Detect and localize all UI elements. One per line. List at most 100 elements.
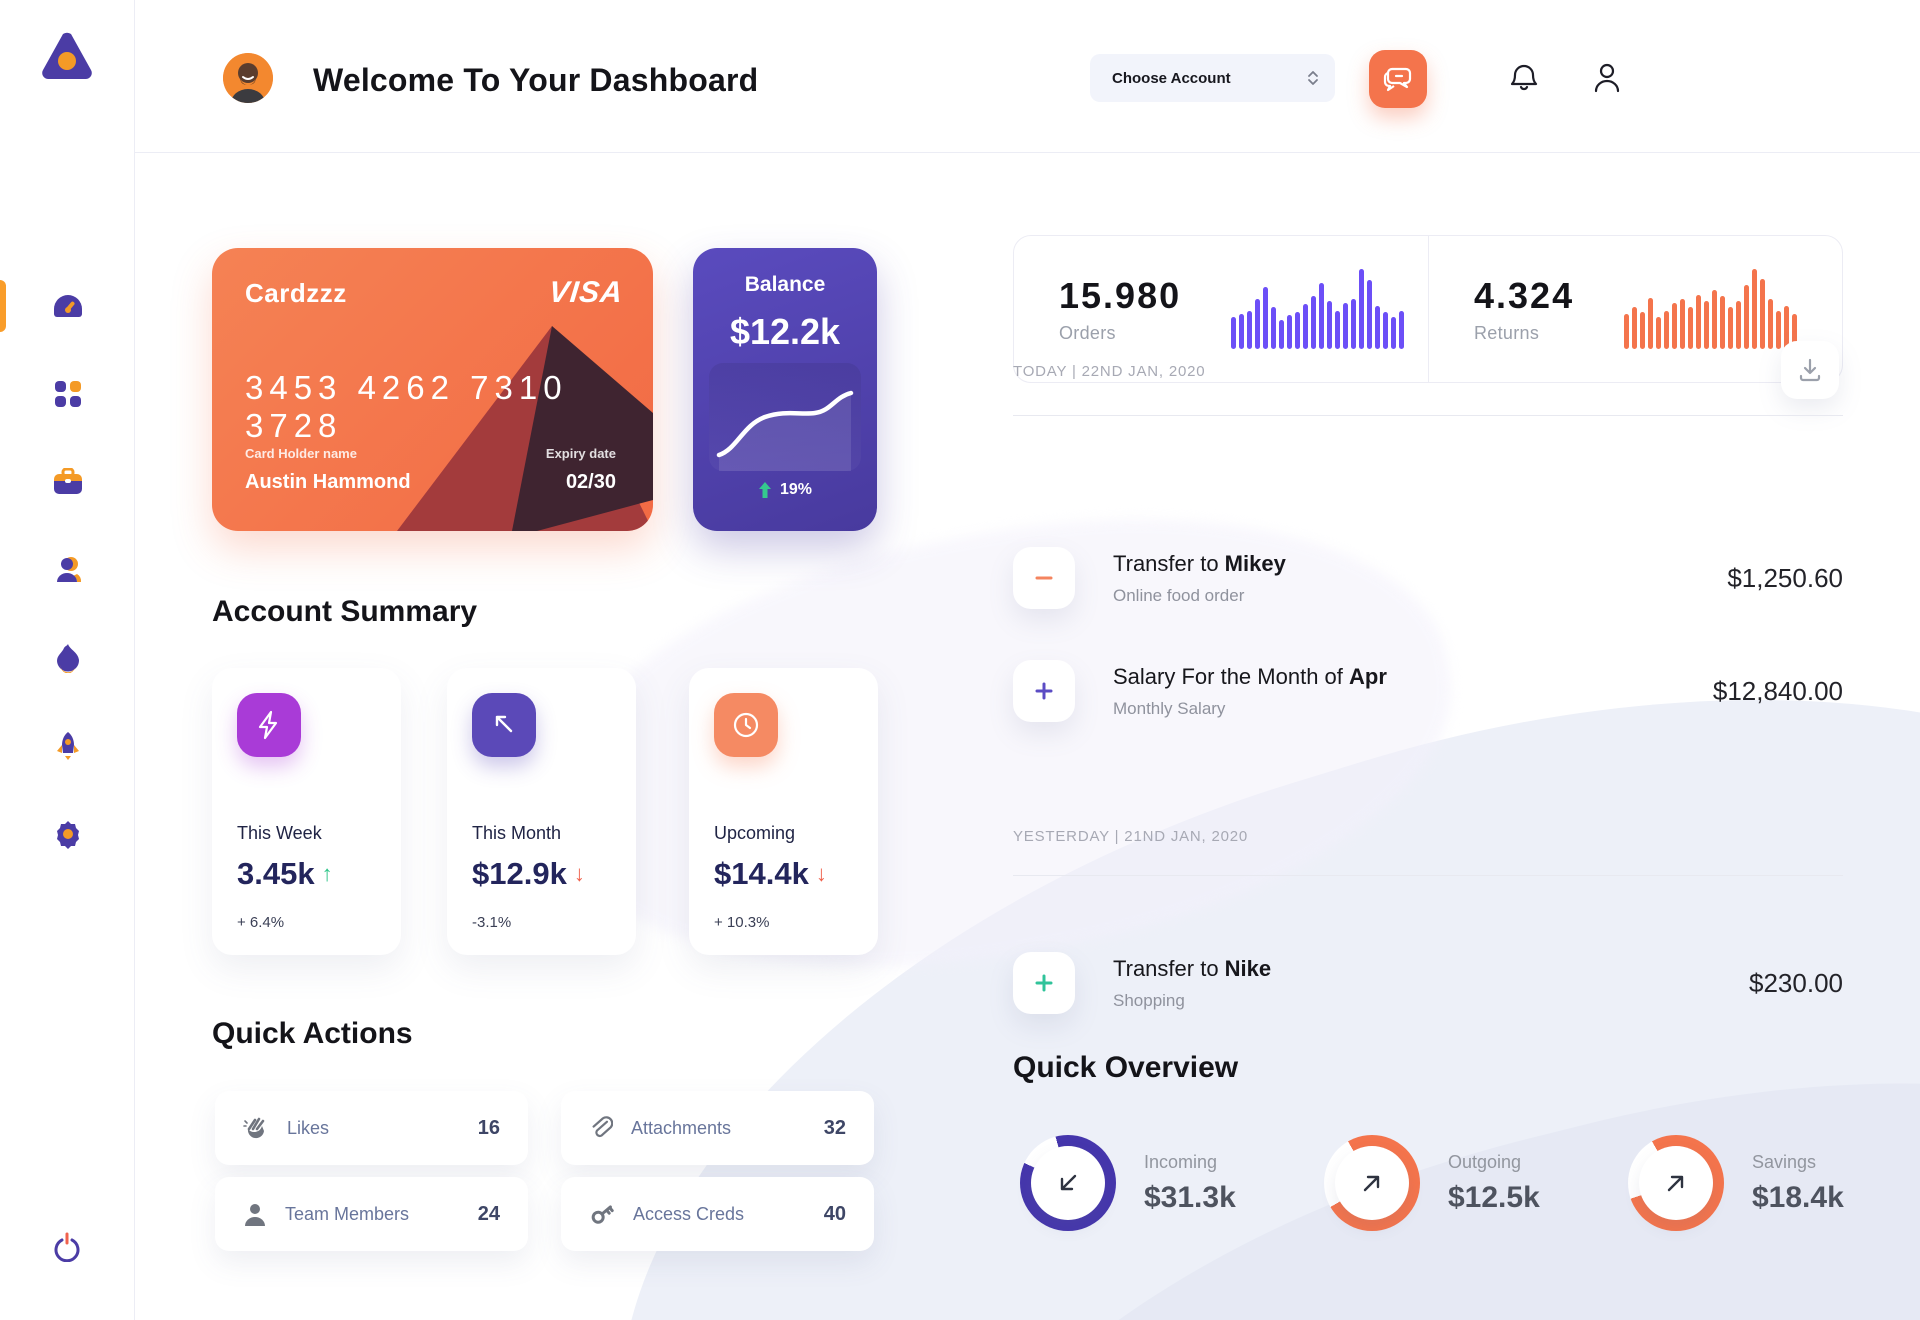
summary-value: $14.4k ↓ (714, 856, 827, 891)
transaction-subtitle: Monthly Salary (1113, 698, 1226, 718)
orders-label: Orders (1059, 322, 1116, 343)
summary-delta: + 6.4% (237, 914, 285, 931)
account-select[interactable]: Choose Account (1090, 54, 1335, 102)
transaction-row[interactable]: Salary For the Month of Apr Monthly Sala… (1013, 658, 1843, 724)
card-number: 3453 4262 7310 3728 (245, 369, 568, 444)
sidebar-item-contacts[interactable] (0, 554, 135, 586)
summary-delta: + 10.3% (714, 914, 770, 931)
quick-action-access-creds[interactable]: Access Creds 40 (561, 1177, 874, 1251)
today-header: TODAY | 22ND JAN, 2020 (1013, 363, 1206, 380)
sidebar-item-portfolio[interactable] (0, 466, 135, 498)
quick-action-label: Access Creds (633, 1203, 745, 1224)
overview-value: $12.5k (1448, 1180, 1540, 1214)
logout-button[interactable] (53, 1232, 81, 1262)
transaction-amount: $12,840.00 (1712, 675, 1843, 706)
arrow-down-left-icon (1060, 1174, 1077, 1191)
gear-icon (56, 821, 79, 849)
notifications-button[interactable] (1506, 60, 1542, 96)
chevron-up-down-icon (1308, 71, 1318, 85)
quick-actions-title: Quick Actions (212, 1017, 413, 1050)
speedometer-icon (53, 295, 82, 317)
orders-sparkline (1231, 269, 1405, 349)
quick-action-count: 40 (823, 1202, 846, 1225)
sidebar-item-apps[interactable] (0, 378, 135, 410)
quick-action-count: 16 (477, 1116, 500, 1139)
card-expiry-label: Expiry date (545, 446, 616, 461)
transaction-row[interactable]: Transfer to Mikey Online food order $1,2… (1013, 545, 1843, 611)
transaction-subtitle: Shopping (1113, 990, 1185, 1010)
briefcase-icon (53, 468, 82, 494)
app-logo[interactable] (38, 30, 96, 82)
plus-icon (1013, 660, 1075, 722)
flame-icon (56, 644, 79, 673)
user-avatar[interactable] (223, 53, 273, 103)
summary-card-this-month[interactable]: This Month $12.9k ↓ -3.1% (447, 668, 636, 955)
quick-action-label: Attachments (631, 1117, 732, 1138)
transaction-title: Transfer to Nike (1113, 955, 1272, 981)
up-arrow-icon: ↑ (321, 861, 333, 886)
balance-change-value: 19% (779, 481, 813, 498)
quick-action-count: 24 (477, 1202, 500, 1225)
quick-action-likes[interactable]: Likes 16 (215, 1091, 528, 1165)
sidebar-item-trending[interactable] (0, 642, 135, 674)
card-holder-name: Austin Hammond (245, 471, 411, 493)
card-expiry: 02/30 (565, 471, 616, 493)
sidebar (0, 0, 135, 1320)
header: Welcome To Your Dashboard Choose Account (135, 0, 1920, 153)
summary-label: This Week (237, 823, 322, 843)
balance-title: Balance (744, 273, 826, 296)
avatar-photo (223, 53, 273, 103)
balance-card[interactable]: Balance $12.2k 19% (693, 248, 877, 531)
quick-action-count: 32 (823, 1116, 846, 1139)
member-icon (245, 1204, 265, 1226)
stats-card: 15.980 Orders 4.324 Returns (1013, 235, 1843, 383)
transaction-title: Salary For the Month of Apr (1113, 663, 1387, 689)
returns-stat: 4.324 Returns (1428, 236, 1842, 382)
paperclip-icon (592, 1116, 613, 1138)
arrow-up-right-icon (1667, 1175, 1684, 1192)
key-icon (591, 1205, 614, 1224)
summary-card-this-week[interactable]: This Week 3.45k ↑ + 6.4% (212, 668, 401, 955)
quick-action-team-members[interactable]: Team Members 24 (215, 1177, 528, 1251)
sidebar-item-settings[interactable] (0, 818, 135, 850)
sidebar-item-launch[interactable] (0, 730, 135, 762)
transaction-row[interactable]: Transfer to Nike Shopping $230.00 (1013, 950, 1843, 1016)
balance-trend-chart (709, 363, 861, 471)
orders-stat: 15.980 Orders (1014, 236, 1428, 382)
overview-outgoing: Outgoing $12.5k (1324, 1135, 1540, 1231)
trend-arrow-icon (472, 693, 536, 757)
transaction-subtitle: Online food order (1113, 585, 1245, 605)
outgoing-donut (1324, 1135, 1420, 1231)
overview-label: Outgoing (1448, 1151, 1522, 1172)
quick-action-label: Team Members (285, 1203, 410, 1224)
up-arrow-icon (758, 482, 771, 498)
quick-action-attachments[interactable]: Attachments 32 (561, 1091, 874, 1165)
transaction-title: Transfer to Mikey (1113, 550, 1286, 576)
card-pyramid-decoration (397, 326, 653, 531)
clock-icon (714, 693, 778, 757)
summary-card-upcoming[interactable]: Upcoming $14.4k ↓ + 10.3% (689, 668, 878, 955)
messages-button[interactable] (1369, 50, 1427, 108)
power-icon (54, 1232, 80, 1262)
card-holder-label: Card Holder name (245, 446, 357, 461)
grid-icon (54, 381, 81, 407)
overview-savings: Savings $18.4k (1628, 1135, 1844, 1231)
person-icon (56, 557, 81, 582)
returns-label: Returns (1474, 322, 1540, 343)
logo-triangle-icon (42, 32, 92, 79)
credit-card[interactable]: Cardzzz VISA 3453 4262 7310 3728 Card Ho… (212, 248, 653, 531)
incoming-donut (1020, 1135, 1116, 1231)
sidebar-item-dashboard[interactable] (0, 280, 135, 332)
orders-value: 15.980 (1059, 274, 1182, 316)
clap-hand-icon (243, 1117, 265, 1139)
summary-label: Upcoming (714, 823, 796, 843)
divider (1013, 875, 1843, 876)
page-title: Welcome To Your Dashboard (313, 62, 759, 98)
overview-value: $31.3k (1144, 1180, 1236, 1214)
summary-value: 3.45k ↑ (237, 856, 333, 891)
download-button[interactable] (1781, 341, 1839, 399)
plus-icon (1013, 952, 1075, 1014)
summary-value: $12.9k ↓ (472, 856, 585, 891)
account-select-label: Choose Account (1112, 69, 1231, 87)
profile-button[interactable] (1589, 60, 1625, 96)
